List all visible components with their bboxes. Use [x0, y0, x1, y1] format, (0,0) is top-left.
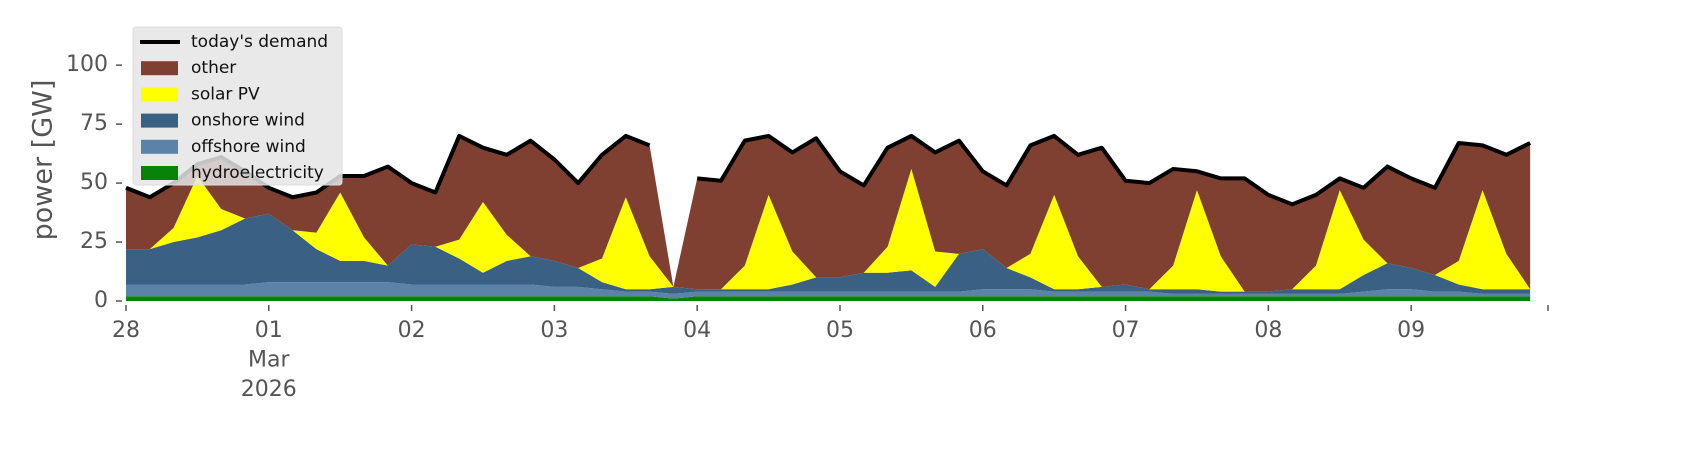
- legend-swatch: [141, 61, 178, 76]
- legend-swatch: [141, 113, 178, 128]
- area: [126, 213, 1531, 294]
- legend-label: other: [191, 58, 236, 78]
- x-tick-label: 05: [826, 318, 854, 343]
- legend-swatch: [141, 87, 178, 102]
- legend-box: [132, 26, 343, 186]
- legend-label: onshore wind: [191, 111, 305, 131]
- y-tick-label: 0: [94, 288, 108, 313]
- x-tick-label: 02: [398, 318, 426, 343]
- x-tick-label: 06: [969, 318, 997, 343]
- legend-label: offshore wind: [191, 137, 306, 157]
- area: [126, 135, 1531, 292]
- y-tick-label: 50: [80, 170, 108, 195]
- x-tick-label: 08: [1254, 318, 1282, 343]
- legend-swatch: [141, 166, 178, 180]
- x-tick-label: 28: [112, 318, 140, 343]
- area: [126, 282, 1531, 299]
- x-tick-label: 07: [1112, 318, 1140, 343]
- legend-swatch: [141, 139, 178, 154]
- x-tick-label: 03: [540, 318, 568, 343]
- y-tick-label: 25: [80, 229, 108, 254]
- legend-label: solar PV: [191, 84, 260, 104]
- y-axis-label: power [GW]: [28, 80, 59, 241]
- x-tick-label: 04: [683, 318, 711, 343]
- legend-label: today's demand: [191, 32, 328, 52]
- x-tick-label: 01 Mar 2026: [241, 318, 297, 402]
- legend: today's demand other solar PV onshore wind o…: [132, 26, 343, 186]
- legend-label: hydroelectricity: [191, 163, 324, 183]
- y-tick-label: 75: [80, 111, 108, 136]
- area: [126, 168, 1531, 292]
- area: [126, 296, 1531, 301]
- y-tick-label: 100: [66, 52, 108, 77]
- x-tick-label: 09: [1397, 318, 1425, 343]
